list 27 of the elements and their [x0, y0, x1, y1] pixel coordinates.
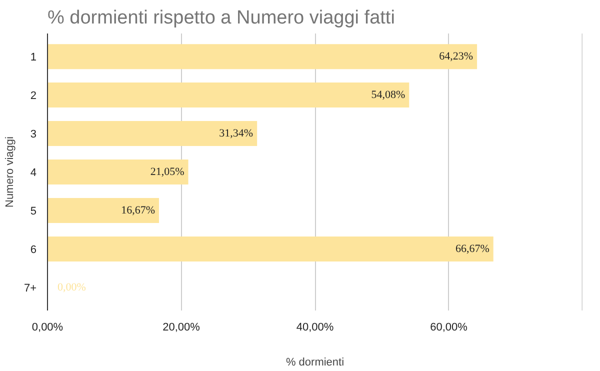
x-tick-label: 60,00% — [430, 322, 468, 334]
x-tick-label: 20,00% — [162, 322, 200, 334]
bar — [48, 159, 188, 185]
bar — [48, 198, 159, 223]
data-label: 66,67% — [455, 242, 490, 255]
y-tick-label: 1 — [30, 52, 37, 64]
data-label: 21,05% — [150, 166, 184, 178]
bar — [48, 44, 478, 70]
bar — [48, 82, 410, 108]
data-label: 0,00% — [58, 281, 86, 294]
y-tick-label: 6 — [30, 244, 37, 256]
bar — [48, 236, 494, 262]
y-tick-label: 3 — [30, 128, 37, 141]
y-tick-label: 4 — [30, 167, 37, 179]
chart-title: % dormienti rispetto a Numero viaggi fatti — [48, 8, 395, 28]
data-label: 31,34% — [219, 128, 254, 140]
y-axis-title: Numero viaggi — [4, 136, 16, 208]
x-axis-title: % dormienti — [286, 356, 344, 368]
data-label: 54,08% — [371, 89, 406, 102]
bar — [48, 121, 258, 146]
y-tick-label: 5 — [30, 205, 37, 218]
y-tick-label: 2 — [30, 90, 37, 102]
x-tick-label: 0,00% — [32, 322, 64, 334]
data-label: 64,23% — [439, 50, 474, 63]
y-tick-label: 7+ — [24, 282, 37, 294]
data-label: 16,67% — [121, 204, 155, 216]
x-tick-label: 40,00% — [296, 322, 334, 334]
